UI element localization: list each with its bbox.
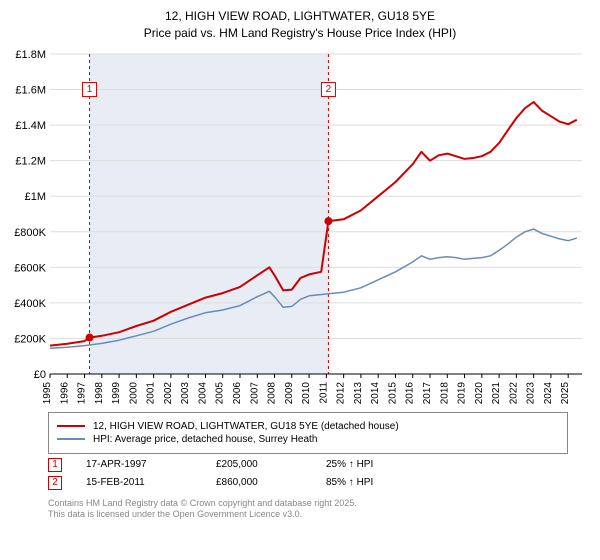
legend-label: 12, HIGH VIEW ROAD, LIGHTWATER, GU18 5YE… [93,421,399,432]
svg-text:2001: 2001 [146,381,157,404]
chart: £0 £200K £400K £600K £800K £1M £1.2M £1.4M £1.6M… [10,46,590,406]
svg-text:2020: 2020 [474,381,485,404]
chart-title: 12, HIGH VIEW ROAD, LIGHTWATER, GU18 5YE… [10,8,590,42]
svg-text:2003: 2003 [180,381,191,404]
svg-text:£1.8M: £1.8M [15,49,46,61]
note-marker: 2 [48,476,62,490]
svg-text:£1.4M: £1.4M [15,120,46,132]
svg-text:2014: 2014 [370,381,381,404]
svg-text:2013: 2013 [353,381,364,404]
note-price: £205,000 [216,459,326,470]
svg-text:2006: 2006 [232,381,243,404]
svg-text:£1.6M: £1.6M [15,84,46,96]
svg-text:2012: 2012 [336,381,347,404]
svg-text:2022: 2022 [508,381,519,404]
note-row: 2 15-FEB-2011£860,00085% ↑ HPI [48,476,580,490]
svg-text:2015: 2015 [387,381,398,404]
svg-text:£600K: £600K [14,262,46,274]
svg-text:2009: 2009 [284,381,295,404]
legend-label: HPI: Average price, detached house, Surr… [93,434,317,445]
container: 12, HIGH VIEW ROAD, LIGHTWATER, GU18 5YE… [0,0,600,560]
note-row: 1 17-APR-1997£205,00025% ↑ HPI [48,458,580,472]
footer: Contains HM Land Registry data © Crown c… [48,498,580,521]
note-date: 15-FEB-2011 [86,477,216,488]
svg-text:1: 1 [87,84,93,95]
svg-text:£400K: £400K [14,297,46,309]
svg-text:1996: 1996 [59,381,70,404]
note-price: £860,000 [216,477,326,488]
svg-text:£200K: £200K [14,333,46,345]
note-date: 17-APR-1997 [86,459,216,470]
legend-swatch [57,425,85,427]
legend: 12, HIGH VIEW ROAD, LIGHTWATER, GU18 5YE… [48,412,568,454]
svg-text:2023: 2023 [526,381,537,404]
note-hpi: 25% ↑ HPI [326,459,373,470]
title-line2: Price paid vs. HM Land Registry's House … [144,26,456,40]
svg-text:1995: 1995 [42,381,53,404]
svg-text:1997: 1997 [77,381,88,404]
footer-line2: This data is licensed under the Open Gov… [48,509,302,519]
svg-text:2021: 2021 [491,381,502,404]
legend-row: 12, HIGH VIEW ROAD, LIGHTWATER, GU18 5YE… [57,421,559,432]
legend-row: HPI: Average price, detached house, Surr… [57,434,559,445]
svg-text:2005: 2005 [215,381,226,404]
svg-text:2002: 2002 [163,381,174,404]
svg-text:2: 2 [326,84,332,95]
footer-line1: Contains HM Land Registry data © Crown c… [48,498,357,508]
svg-text:2008: 2008 [267,381,278,404]
note-hpi: 85% ↑ HPI [326,477,373,488]
chart-svg: £0 £200K £400K £600K £800K £1M £1.2M £1.4M £1.6M… [10,46,590,406]
svg-text:2018: 2018 [439,381,450,404]
svg-text:£800K: £800K [14,226,46,238]
title-line1: 12, HIGH VIEW ROAD, LIGHTWATER, GU18 5YE [165,9,435,23]
svg-text:1998: 1998 [94,381,105,404]
note-marker: 1 [48,458,62,472]
svg-text:2017: 2017 [422,381,433,404]
svg-text:2019: 2019 [457,381,468,404]
svg-text:£1M: £1M [25,191,46,203]
svg-text:2004: 2004 [197,381,208,404]
legend-swatch [57,438,85,440]
svg-text:2010: 2010 [301,381,312,404]
svg-text:1999: 1999 [111,381,122,404]
svg-text:2024: 2024 [543,381,554,404]
svg-text:2000: 2000 [128,381,139,404]
svg-text:£0: £0 [34,369,46,381]
svg-text:2016: 2016 [405,381,416,404]
sale-notes: 1 17-APR-1997£205,00025% ↑ HPI 2 15-FEB-201… [48,458,580,490]
svg-text:2011: 2011 [318,381,329,403]
svg-text:2007: 2007 [249,381,260,404]
svg-text:£1.2M: £1.2M [15,155,46,167]
svg-text:2025: 2025 [560,381,571,404]
